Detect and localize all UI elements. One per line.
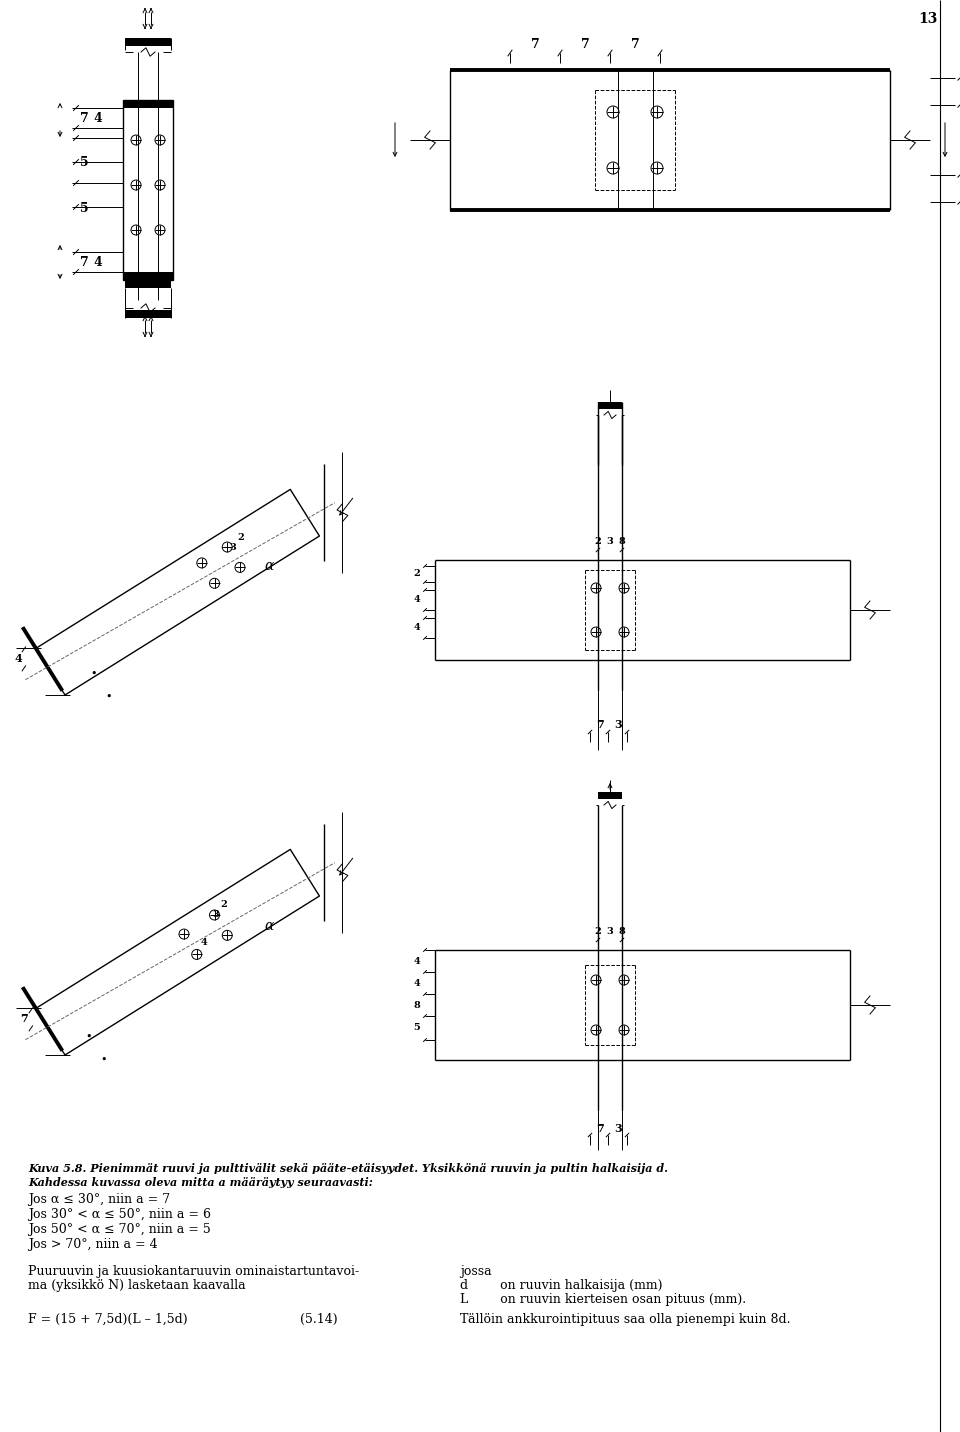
Text: 8: 8 [155,279,161,288]
Bar [123,272,173,281]
Text: 7: 7 [20,1012,28,1024]
Text: 8: 8 [618,537,625,547]
Text: •: • [106,692,111,702]
Text: 7: 7 [596,1123,604,1134]
Text: 4: 4 [414,596,420,604]
Text: 4: 4 [94,255,103,269]
Text: 3: 3 [614,719,622,730]
Text: 2: 2 [220,901,227,909]
Text: •: • [100,1055,107,1065]
Text: 2: 2 [134,279,141,288]
Text: Kuva 5.8. Pienimmät ruuvi ja pulttivälit sekä pääte-etäisyydet. Yksikkönä ruuvin: Kuva 5.8. Pienimmät ruuvi ja pulttivälit… [28,1163,668,1174]
Bar [125,39,171,46]
Text: 3: 3 [229,543,236,551]
Text: 4: 4 [94,112,103,125]
Text: 7: 7 [531,39,540,52]
Text: Kahdessa kuvassa oleva mitta a määräytyy seuraavasti:: Kahdessa kuvassa oleva mitta a määräytyy… [28,1177,372,1189]
Text: 5: 5 [80,202,88,215]
Text: Puuruuvin ja kuusiokantaruuvin ominaistartuntavoi-: Puuruuvin ja kuusiokantaruuvin ominaista… [28,1264,359,1277]
Text: 13: 13 [918,11,937,26]
Text: 4: 4 [15,653,23,664]
Text: 2: 2 [594,928,601,937]
Text: 3: 3 [212,911,219,919]
Text: (5.14): (5.14) [300,1313,338,1326]
Text: α: α [264,558,274,573]
Text: 7: 7 [631,39,639,52]
Text: •: • [90,669,97,679]
Text: jossa: jossa [460,1264,492,1277]
Text: 7: 7 [596,719,604,730]
Bar [125,281,171,288]
Text: 8: 8 [618,928,625,937]
Bar [123,100,173,107]
Bar [123,100,173,281]
Text: 3: 3 [607,537,613,547]
Text: 7: 7 [581,39,589,52]
Text: 7: 7 [80,112,88,125]
Text: 2: 2 [237,533,244,541]
Text: Tällöin ankkurointipituus saa olla pienempi kuin 8d.: Tällöin ankkurointipituus saa olla piene… [460,1313,790,1326]
Text: 4: 4 [201,938,207,947]
Text: 4: 4 [414,978,420,988]
Text: Jos 30° < α ≤ 50°, niin a = 6: Jos 30° < α ≤ 50°, niin a = 6 [28,1209,211,1221]
Text: 4: 4 [414,623,420,633]
Text: α: α [264,919,274,934]
Bar [598,402,622,410]
Text: 8: 8 [414,1001,420,1010]
Text: F = (15 + 7,5d)(L – 1,5d): F = (15 + 7,5d)(L – 1,5d) [28,1313,187,1326]
Text: •: • [85,1031,92,1041]
Text: 4: 4 [414,957,420,965]
Text: Jos 50° < α ≤ 70°, niin a = 5: Jos 50° < α ≤ 70°, niin a = 5 [28,1223,211,1236]
Text: 2: 2 [594,537,601,547]
Text: 2: 2 [414,570,420,579]
Text: Jos α ≤ 30°, niin a = 7: Jos α ≤ 30°, niin a = 7 [28,1193,170,1206]
Text: Jos > 70°, niin a = 4: Jos > 70°, niin a = 4 [28,1239,157,1252]
Bar [125,309,171,318]
Text: 5: 5 [80,156,88,169]
Text: ma (yksikkö N) lasketaan kaavalla: ma (yksikkö N) lasketaan kaavalla [28,1279,246,1292]
Text: d        on ruuvin halkaisija (mm): d on ruuvin halkaisija (mm) [460,1279,662,1292]
Text: 3: 3 [145,279,152,288]
Text: L        on ruuvin kierteisen osan pituus (mm).: L on ruuvin kierteisen osan pituus (mm). [460,1293,746,1306]
Text: 3: 3 [614,1123,622,1134]
Bar [598,792,622,799]
Text: 3: 3 [607,928,613,937]
Text: 7: 7 [80,255,88,269]
Text: 5: 5 [414,1024,420,1032]
